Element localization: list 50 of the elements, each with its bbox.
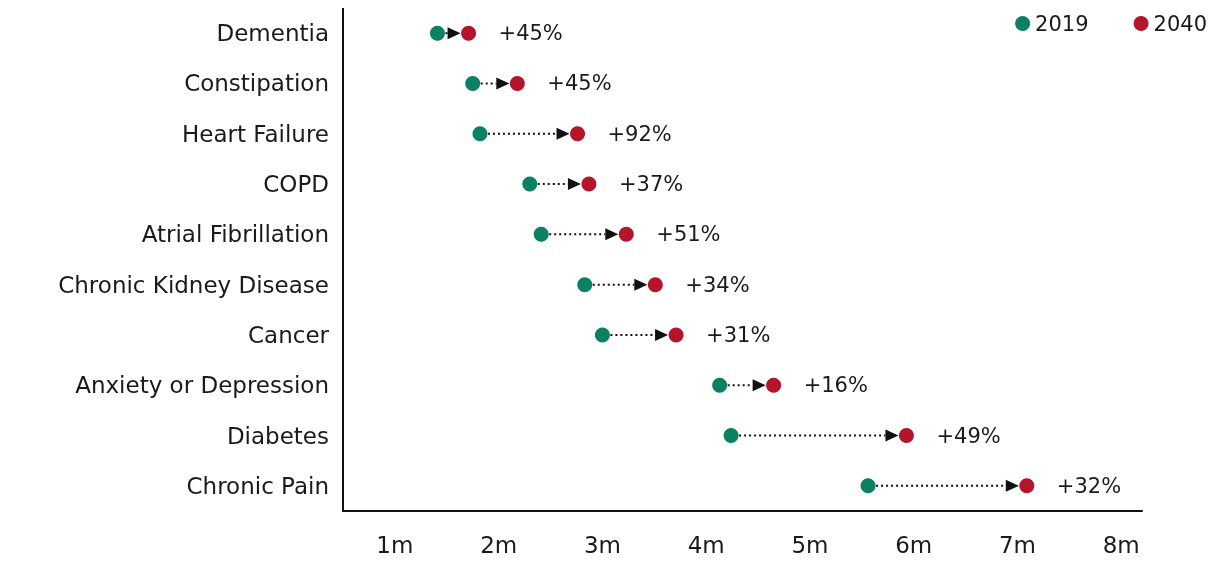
y-tick-label: Cancer [248, 321, 330, 348]
point [594, 327, 610, 343]
annotation: +45% [547, 71, 612, 96]
point [723, 428, 739, 444]
y-tick-label: Chronic Pain [186, 472, 329, 499]
annotation: +45% [498, 21, 563, 46]
point [712, 377, 728, 393]
y-tick-label: Chronic Kidney Disease [58, 271, 329, 298]
point [618, 226, 634, 242]
annotation: +31% [706, 322, 771, 347]
annotation: +49% [936, 423, 1001, 448]
point [429, 25, 445, 41]
point [522, 176, 538, 192]
x-tick-label: 2m [480, 531, 518, 558]
legend-label: 2019 [1035, 11, 1089, 36]
point [647, 277, 663, 293]
point [1019, 478, 1035, 494]
x-tick-label: 5m [791, 531, 829, 558]
point [898, 428, 914, 444]
x-tick-label: 6m [895, 531, 933, 558]
point [577, 277, 593, 293]
legend-label: 2040 [1153, 11, 1208, 36]
x-tick-label: 4m [687, 531, 725, 558]
point [533, 226, 549, 242]
point [570, 126, 586, 142]
y-tick-label: Anxiety or Depression [75, 372, 329, 399]
point [472, 126, 488, 142]
point [766, 377, 782, 393]
point [509, 75, 525, 91]
y-tick-label: Atrial Fibrillation [141, 221, 329, 248]
y-tick-label: COPD [263, 171, 329, 198]
y-tick-label: Constipation [184, 70, 329, 97]
annotation: +34% [685, 272, 750, 297]
annotation: +32% [1056, 473, 1122, 498]
point [465, 75, 481, 91]
point [668, 327, 684, 343]
annotation: +16% [803, 373, 868, 398]
y-tick-label: Diabetes [226, 422, 329, 449]
point [581, 176, 597, 192]
annotation: +51% [656, 222, 721, 247]
x-tick-label: 1m [376, 531, 414, 558]
annotation: +37% [618, 172, 684, 197]
point [461, 25, 477, 41]
x-tick-label: 8m [1102, 531, 1140, 558]
y-tick-label: Dementia [216, 20, 329, 47]
y-tick-label: Heart Failure [182, 120, 329, 147]
x-tick-label: 7m [998, 531, 1036, 558]
x-tick-label: 3m [583, 531, 621, 558]
annotation: +92% [607, 121, 672, 146]
point [860, 478, 876, 494]
